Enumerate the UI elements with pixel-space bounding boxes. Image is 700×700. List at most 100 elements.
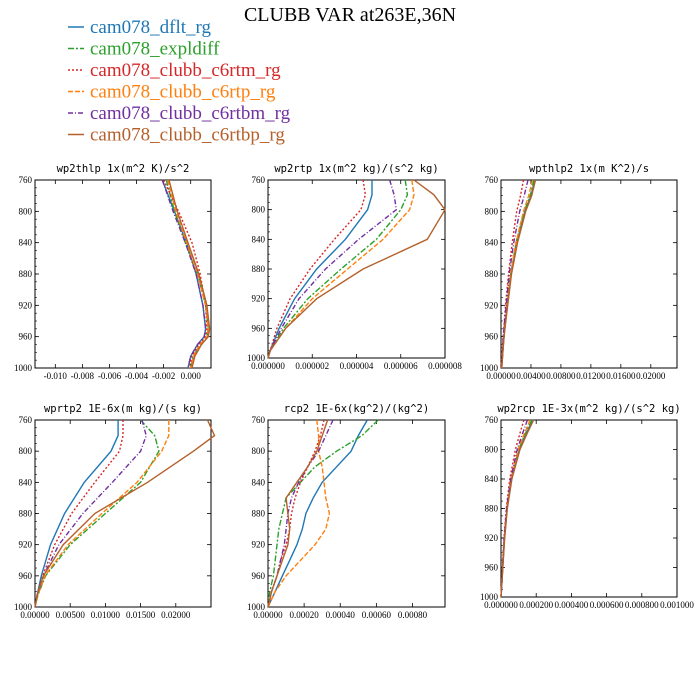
plot-frame [500,419,678,598]
x-tick-label: 0.00000 [253,610,283,620]
legend-entry: cam078_clubb_c6rtbm_rg [90,103,291,124]
plot-frame [267,419,446,608]
y-tick-label: 840 [252,477,266,487]
series-line-cam078_clubb_c6rtbm_rg [267,419,334,608]
x-tick-label: 0.02000 [636,371,666,381]
legend-entry: cam078_clubb_c6rtm_rg [90,60,281,81]
y-tick-label: 960 [485,563,499,573]
x-tick-label: 0.00400 [516,371,546,381]
y-tick-label: 760 [252,415,266,425]
series-line-cam078_clubb_c6rtm_rg [34,420,124,608]
y-tick-label: 840 [19,238,33,248]
x-tick-label: 0.000600 [590,600,624,610]
series-line-cam078_clubb_c6rtp_rg [500,419,531,598]
series-line-cam078_clubb_c6rtp_rg [167,179,210,369]
y-tick-label: 880 [252,509,266,519]
y-tick-label: 840 [485,474,499,484]
series-line-cam078_clubb_c6rtm_rg [162,179,208,369]
series-line-cam078_expldiff [34,419,160,608]
x-tick-label: -0.006 [98,371,122,381]
legend-entry: cam078_expldiff [90,39,220,60]
y-tick-label: 840 [19,477,33,487]
x-tick-label: 0.000800 [625,600,659,610]
series-line-cam078_clubb_c6rtm_rg [267,419,325,608]
x-tick-label: 0.00000 [486,371,516,381]
panel-title: wp2rcp 1E-3x(m^2 kg)/(s^2 kg) [497,403,680,415]
y-tick-label: 800 [485,206,499,216]
y-tick-label: 880 [252,264,266,274]
panel-title: wpthlp2 1x(m K^2)/s [529,163,649,175]
y-tick-label: 1000 [14,363,33,373]
figure-title: CLUBB VAR at263E,36N [244,4,456,26]
x-tick-label: 0.000004 [340,361,374,371]
plot-frame [34,179,212,369]
y-tick-label: 760 [19,175,33,185]
y-tick-label: 880 [19,509,33,519]
x-tick-label: 0.000 [181,371,202,381]
y-tick-label: 920 [252,294,266,304]
x-tick-label: 0.000200 [519,600,553,610]
series-line-cam078_clubb_c6rtbp_rg [267,419,329,608]
x-tick-label: 0.01000 [91,610,121,620]
legend: cam078_dflt_rgcam078_expldiffcam078_club… [68,17,291,146]
y-tick-label: 960 [19,332,33,342]
y-tick-label: 1000 [480,592,499,602]
y-tick-label: 800 [252,446,266,456]
panel-title: rcp2 1E-6x(kg^2)/(kg^2) [284,403,429,415]
x-tick-label: 0.000000 [484,600,518,610]
series-line-cam078_clubb_c6rtbp_rg [34,419,216,608]
x-tick-label: -0.004 [125,371,149,381]
x-tick-label: 0.00060 [362,610,392,620]
panel-title: wprtp2 1E-6x(m kg)/(s kg) [44,403,202,415]
y-tick-label: 880 [19,269,33,279]
y-tick-label: 1000 [480,363,499,373]
plot-frame [267,179,446,359]
series-line-cam078_clubb_c6rtbp_rg [168,179,211,369]
y-tick-label: 800 [19,446,33,456]
panel-3: wpthlp2 1x(m K^2)/s 760 800 840 880 920 960 100… [480,163,678,381]
y-tick-label: 800 [485,445,499,455]
y-tick-label: 1000 [247,602,266,612]
y-tick-label: 880 [485,504,499,514]
x-tick-label: 0.00080 [398,610,428,620]
series-line-cam078_clubb_c6rtm_rg [500,179,525,369]
series-line-cam078_dflt_rg [500,419,534,598]
y-tick-label: 760 [252,175,266,185]
series-line-cam078_clubb_c6rtbm_rg [34,419,147,608]
series-line-cam078_clubb_c6rtbm_rg [267,179,398,359]
x-tick-label: -0.008 [71,371,95,381]
y-tick-label: 760 [485,175,499,185]
y-tick-label: 800 [19,206,33,216]
panel-5: rcp2 1E-6x(kg^2)/(kg^2) 760 800 840 880 920 96… [247,403,446,620]
y-tick-label: 840 [252,234,266,244]
panel-title: wp2thlp 1x(m^2 K)/s^2 [57,163,190,175]
x-tick-label: 0.001000 [660,600,694,610]
x-tick-label: 0.01500 [126,610,156,620]
x-tick-label: 0.00000 [20,610,50,620]
legend-entry: cam078_clubb_c6rtp_rg [90,82,276,103]
series-line-cam078_expldiff [267,419,379,608]
x-tick-label: 0.02000 [161,610,191,620]
x-tick-label: 0.01200 [576,371,606,381]
y-tick-label: 960 [252,571,266,581]
x-tick-label: -0.002 [152,371,175,381]
plot-frame [34,419,212,608]
panel-1: wp2thlp 1x(m^2 K)/s^2 760 800 840 880 920 960 1… [14,163,212,381]
series-line-cam078_dflt_rg [267,419,368,608]
x-tick-label: 0.000006 [384,361,418,371]
panels: wp2thlp 1x(m^2 K)/s^2 760 800 840 880 920 960 1… [14,163,694,620]
series-line-cam078_clubb_c6rtbp_rg [501,179,537,369]
x-tick-label: 0.00040 [326,610,356,620]
y-tick-label: 960 [252,323,266,333]
series-line-cam078_clubb_c6rtm_rg [267,179,367,359]
x-tick-label: 0.00020 [289,610,319,620]
series-line-cam078_clubb_c6rtp_rg [267,179,415,359]
y-tick-label: 920 [485,300,499,310]
y-tick-label: 840 [485,238,499,248]
y-tick-label: 920 [19,300,33,310]
x-tick-label: 0.00800 [546,371,576,381]
x-tick-label: 0.000002 [295,361,329,371]
y-tick-label: 800 [252,205,266,215]
x-tick-label: 0.01600 [606,371,636,381]
x-tick-label: 0.000400 [555,600,589,610]
